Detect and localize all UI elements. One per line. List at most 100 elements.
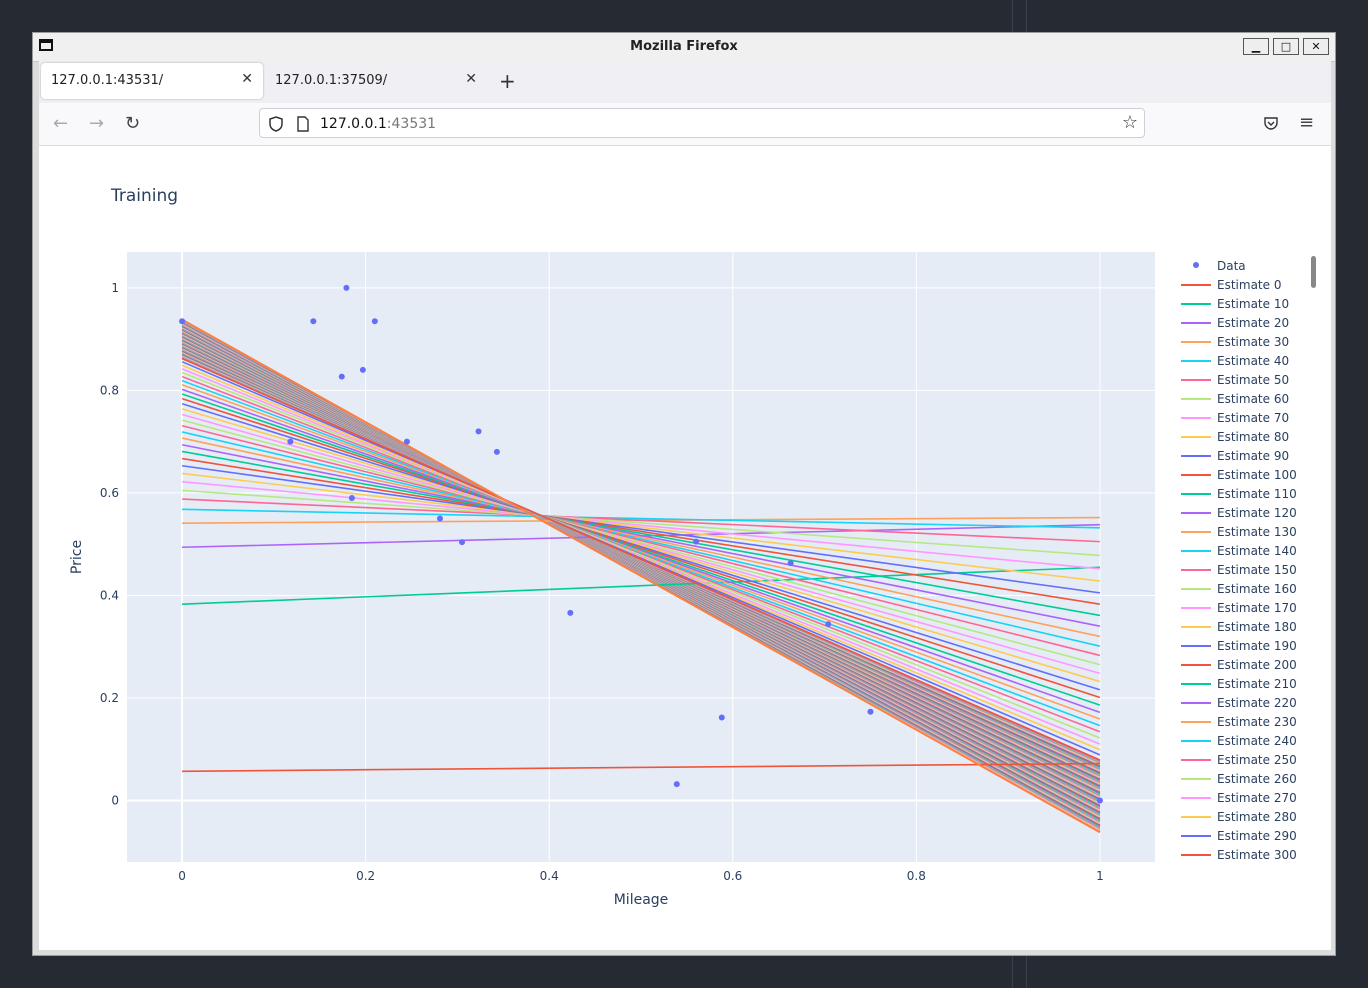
estimate-line [181,402,1101,691]
legend-item[interactable]: Estimate 100 [1175,467,1325,486]
legend-item[interactable]: Estimate 140 [1175,543,1325,562]
tab-43531[interactable]: 127.0.0.1:43531/ ✕ [41,63,263,99]
legend-item[interactable]: Estimate 30 [1175,334,1325,353]
legend-item[interactable]: Estimate 200 [1175,657,1325,676]
hamburger-menu-icon[interactable]: ≡ [1299,112,1315,133]
legend-item[interactable]: Estimate 130 [1175,524,1325,543]
estimate-line [181,443,1101,627]
legend-item[interactable]: Estimate 190 [1175,638,1325,657]
legend-marker [1193,262,1199,268]
legend-item[interactable]: Estimate 70 [1175,410,1325,429]
data-point [403,438,410,445]
url-bar[interactable]: 127.0.0.1:43531 ☆ [259,108,1145,138]
estimate-line [181,375,1101,733]
legend-label: Estimate 170 [1217,601,1297,615]
arrow-right-icon[interactable]: → [89,113,105,134]
legend-swatch [1181,816,1211,818]
legend-label: Estimate 50 [1217,373,1290,387]
legend-item[interactable]: Estimate 50 [1175,372,1325,391]
close-tab-icon[interactable]: ✕ [465,71,477,87]
minimize-button[interactable]: ▁ [1243,38,1269,55]
new-tab-button[interactable]: + [499,69,516,93]
legend-item[interactable]: Estimate 230 [1175,714,1325,733]
arrow-left-icon[interactable]: ← [53,113,69,134]
data-point [359,366,366,373]
legend-label: Estimate 200 [1217,658,1297,672]
estimate-line [181,419,1101,666]
estimate-line [182,508,1100,529]
legend: Data Estimate 0 Estimate 10 Estimate 20 Esti… [1175,254,1325,860]
legend-item[interactable]: Estimate 220 [1175,695,1325,714]
legend-item[interactable]: Estimate 180 [1175,619,1325,638]
x-axis-label: Mileage [614,892,669,908]
x-tick-label: 1 [1096,869,1104,883]
legend-item[interactable]: Estimate 110 [1175,486,1325,505]
legend-item[interactable]: Estimate 280 [1175,809,1325,828]
legend-item[interactable]: Estimate 210 [1175,676,1325,695]
data-point [787,560,794,567]
tab-37509[interactable]: 127.0.0.1:37509/ ✕ [265,63,487,99]
data-point [673,781,680,788]
data-point [718,714,725,721]
legend-item[interactable]: Data [1175,258,1325,277]
legend-label: Estimate 120 [1217,506,1297,520]
legend-swatch [1181,512,1211,514]
titlebar: Mozilla Firefox ▁ □ ✕ [33,33,1335,62]
legend-label: Estimate 140 [1217,544,1297,558]
estimate-line [181,360,1101,756]
star-icon[interactable]: ☆ [1121,112,1138,133]
legend-label: Estimate 280 [1217,810,1297,824]
estimate-line [182,566,1100,605]
legend-item[interactable]: Estimate 150 [1175,562,1325,581]
y-tick-label: 0.6 [100,486,119,500]
legend-swatch [1181,360,1211,362]
legend-swatch [1181,778,1211,780]
legend-item[interactable]: Estimate 270 [1175,790,1325,809]
x-tick-label: 0 [178,869,186,883]
legend-label: Estimate 290 [1217,829,1297,843]
legend-item[interactable]: Estimate 90 [1175,448,1325,467]
estimate-line [182,762,1100,773]
legend-item[interactable]: Estimate 290 [1175,828,1325,847]
legend-item[interactable]: Estimate 40 [1175,353,1325,372]
legend-item[interactable]: Estimate 260 [1175,771,1325,790]
window-title: Mozilla Firefox [630,39,738,54]
data-point [867,708,874,715]
x-tick-label: 0.2 [356,869,375,883]
legend-item[interactable]: Estimate 160 [1175,581,1325,600]
data-point [343,284,350,291]
legend-item[interactable]: Estimate 80 [1175,429,1325,448]
estimate-line [181,450,1101,617]
legend-item[interactable]: Estimate 120 [1175,505,1325,524]
estimate-lines [181,318,1101,834]
estimate-line [181,472,1101,582]
legend-item[interactable]: Estimate 20 [1175,315,1325,334]
close-tab-icon[interactable]: ✕ [241,71,253,87]
legend-label: Estimate 100 [1217,468,1297,482]
legend-swatch [1181,436,1211,438]
shield-icon[interactable] [268,116,284,132]
estimate-line [181,384,1101,720]
legend-scrollbar[interactable] [1311,256,1316,288]
pocket-icon[interactable] [1263,115,1279,131]
legend-item[interactable]: Estimate 240 [1175,733,1325,752]
y-axis-label: Price [69,540,85,574]
estimate-line [182,498,1100,543]
legend-item[interactable]: Estimate 250 [1175,752,1325,771]
estimate-line [181,464,1101,594]
maximize-button[interactable]: □ [1273,38,1299,55]
legend-swatch [1181,303,1211,305]
close-window-button[interactable]: ✕ [1303,38,1329,55]
legend-item[interactable]: Estimate 0 [1175,277,1325,296]
legend-swatch [1181,417,1211,419]
legend-item[interactable]: Estimate 10 [1175,296,1325,315]
legend-swatch [1181,626,1211,628]
legend-item[interactable]: Estimate 170 [1175,600,1325,619]
url-port: :43531 [386,116,437,132]
reload-icon[interactable]: ↻ [125,113,141,134]
legend-swatch [1181,322,1211,324]
legend-item[interactable]: Estimate 60 [1175,391,1325,410]
legend-item[interactable]: Estimate 300 [1175,847,1325,860]
legend-swatch [1181,835,1211,837]
estimate-line [181,371,1101,739]
